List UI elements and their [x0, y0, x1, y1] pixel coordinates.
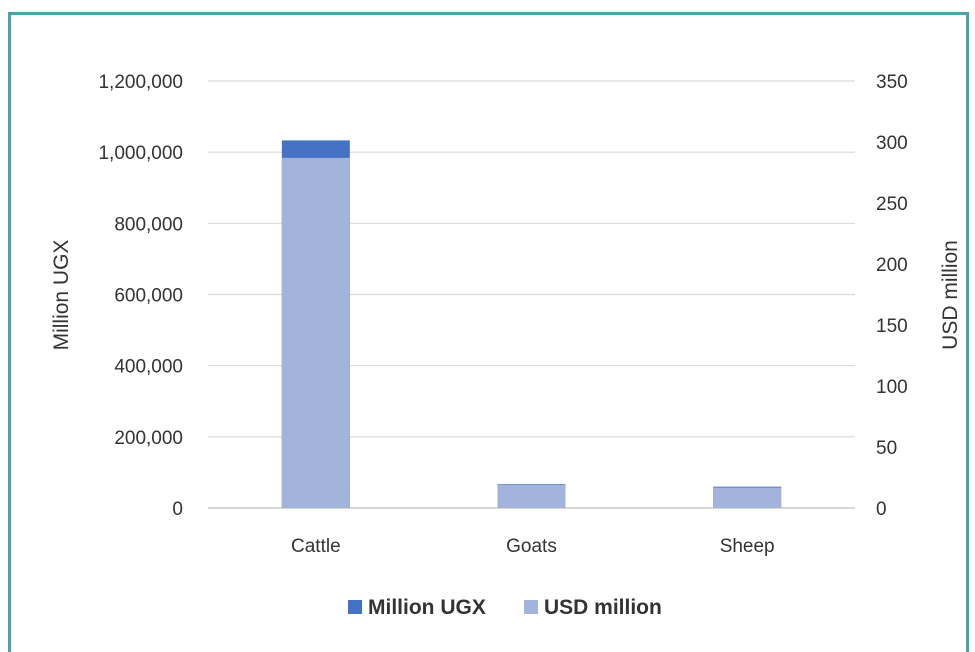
right-tick-label: 50 [876, 438, 897, 459]
right-tick-label: 200 [876, 255, 908, 276]
legend-swatch-usd-million [524, 600, 538, 614]
right-tick-label: 150 [876, 316, 908, 337]
x-tick-label: Cattle [291, 536, 341, 557]
right-axis-ticks: 0 50 100 150 200 250 300 350 [876, 72, 908, 520]
left-tick-label: 0 [172, 499, 183, 520]
left-tick-label: 1,000,000 [98, 143, 183, 164]
right-tick-label: 0 [876, 499, 887, 520]
x-axis-ticks: Cattle Goats Sheep [291, 536, 775, 557]
right-tick-label: 100 [876, 377, 908, 398]
left-tick-label: 200,000 [114, 428, 183, 449]
legend: Million UGX USD million [348, 596, 662, 619]
left-tick-label: 800,000 [114, 214, 183, 235]
bar-usd-million-sheep [713, 487, 782, 508]
legend-swatch-million-ugx [348, 600, 362, 614]
chart-frame [8, 12, 969, 652]
right-axis-title: USD million [939, 240, 962, 350]
x-tick-label: Sheep [720, 536, 775, 557]
bar-chart: 0 200,000 400,000 600,000 800,000 1,000,000 1,… [50, 72, 962, 619]
x-tick-label: Goats [506, 536, 557, 557]
bars [281, 140, 782, 509]
left-tick-label: 600,000 [114, 286, 183, 307]
right-tick-label: 300 [876, 133, 908, 154]
legend-label-usd-million: USD million [544, 596, 662, 619]
right-tick-label: 250 [876, 194, 908, 215]
bar-usd-million-goats [497, 484, 566, 508]
legend-label-million-ugx: Million UGX [368, 596, 486, 619]
left-axis-title: Million UGX [50, 240, 73, 351]
left-tick-label: 400,000 [114, 357, 183, 378]
left-axis-ticks: 0 200,000 400,000 600,000 800,000 1,000,000 1,… [98, 72, 183, 520]
right-tick-label: 350 [876, 72, 908, 93]
bar-usd-million-cattle [281, 157, 350, 509]
left-tick-label: 1,200,000 [98, 72, 183, 93]
